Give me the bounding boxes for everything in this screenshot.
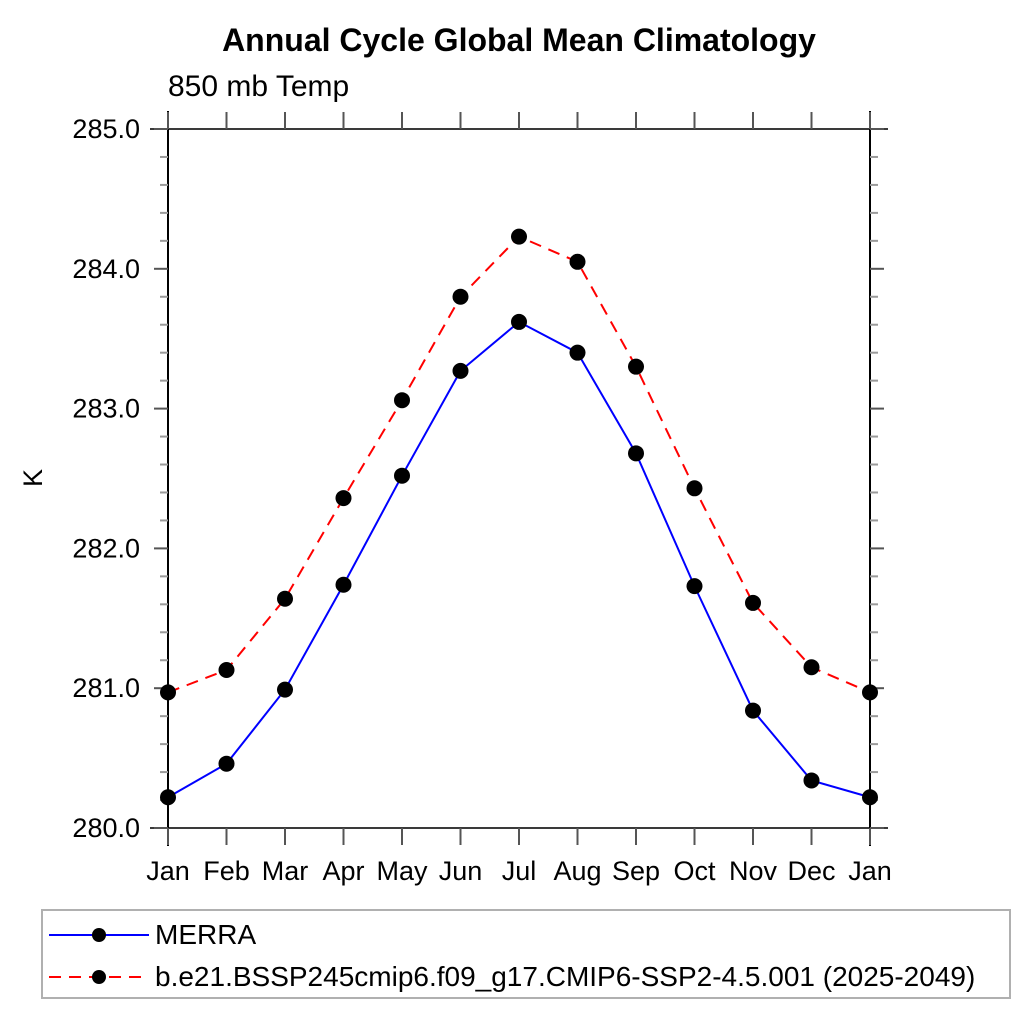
svg-text:Aug: Aug	[553, 856, 601, 886]
data-point-marker	[569, 344, 586, 361]
data-point-marker	[686, 480, 703, 497]
legend-item-model: b.e21.BSSP245cmip6.f09_g17.CMIP6-SSP2-4.…	[43, 963, 975, 991]
svg-text:283.0: 283.0	[72, 394, 140, 424]
data-point-marker	[277, 590, 293, 607]
data-point-marker	[803, 772, 820, 789]
svg-text:Oct: Oct	[673, 856, 716, 886]
series-merra	[160, 313, 878, 806]
svg-text:Jan: Jan	[146, 856, 190, 886]
data-point-marker	[160, 789, 176, 806]
chart-title: Annual Cycle Global Mean Climatology	[222, 22, 816, 58]
legend-label-model: b.e21.BSSP245cmip6.f09_g17.CMIP6-SSP2-4.…	[155, 961, 976, 992]
data-point-marker	[511, 228, 527, 245]
svg-text:Feb: Feb	[203, 856, 250, 886]
svg-text:282.0: 282.0	[72, 533, 140, 563]
svg-text:281.0: 281.0	[72, 673, 140, 703]
data-point-marker	[862, 684, 878, 701]
data-point-marker	[335, 490, 352, 507]
model-marker-icon	[92, 970, 106, 984]
data-point-marker	[160, 684, 176, 701]
svg-text:Apr: Apr	[322, 856, 364, 886]
svg-text:Jun: Jun	[439, 856, 483, 886]
legend-item-merra: MERRA	[43, 921, 256, 949]
svg-text:Jul: Jul	[502, 856, 537, 886]
data-point-marker	[745, 594, 761, 611]
data-point-marker	[394, 467, 410, 484]
data-point-marker	[452, 288, 469, 305]
y-axis-unit-label: K	[18, 469, 48, 487]
data-point-marker	[569, 253, 586, 270]
svg-text:May: May	[376, 856, 428, 886]
svg-text:Nov: Nov	[729, 856, 778, 886]
x-axis-tick-labels: Jan Feb Mar Apr May Jun Jul Aug Sep Oct Nov Dec Jan	[146, 856, 892, 886]
data-point-marker	[218, 755, 235, 772]
svg-text:280.0: 280.0	[72, 813, 140, 843]
data-point-marker	[335, 576, 352, 593]
data-point-marker	[218, 662, 235, 679]
x-axis-ticks	[167, 112, 871, 845]
legend: MERRA b.e21.BSSP245cmip6.f09_g17.CMIP6-S…	[41, 909, 1011, 999]
data-point-marker	[628, 445, 644, 462]
legend-label-merra: MERRA	[155, 919, 257, 950]
svg-text:Jan: Jan	[848, 856, 892, 886]
data-point-marker	[803, 659, 820, 676]
svg-text:Dec: Dec	[787, 856, 835, 886]
model-line-sample-icon	[49, 970, 149, 984]
data-point-marker	[277, 681, 293, 698]
data-point-marker	[628, 358, 644, 375]
series-model	[160, 228, 878, 701]
data-point-marker	[452, 362, 469, 379]
chart-subtitle: 850 mb Temp	[168, 70, 350, 103]
merra-marker-icon	[92, 928, 106, 942]
data-point-marker	[686, 578, 703, 595]
svg-text:285.0: 285.0	[72, 114, 140, 144]
data-point-marker	[394, 392, 410, 409]
y-axis-tick-labels: 285.0 284.0 283.0 282.0 281.0 280.0	[72, 114, 140, 843]
data-point-marker	[745, 702, 761, 719]
svg-text:284.0: 284.0	[72, 254, 140, 284]
data-point-marker	[862, 789, 878, 806]
merra-line-sample-icon	[49, 928, 149, 942]
svg-text:Sep: Sep	[612, 856, 660, 886]
svg-text:Mar: Mar	[262, 856, 309, 886]
data-point-marker	[511, 313, 527, 330]
axes-frame	[150, 111, 888, 846]
